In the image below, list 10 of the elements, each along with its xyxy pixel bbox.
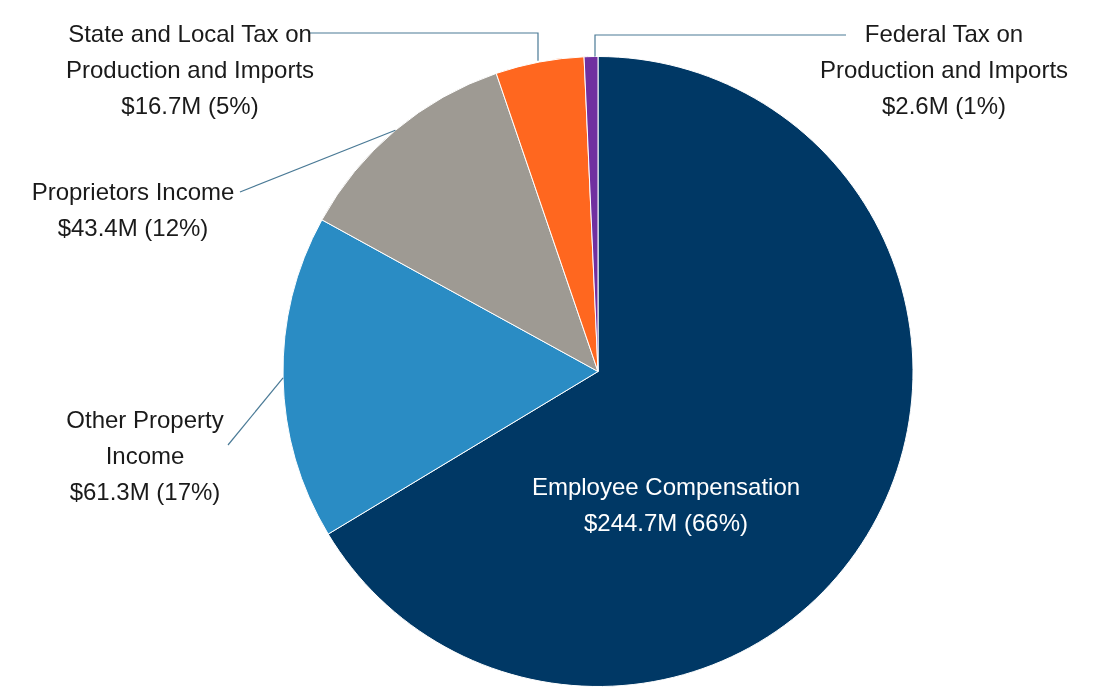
data-label: $16.7M (5%): [121, 91, 259, 119]
slice-label: State and Local Tax on Production and Imports: [65, 19, 315, 83]
slice-label: Federal Tax on Production and Imports: [819, 19, 1069, 83]
data-label: $61.3M (17%): [69, 477, 221, 505]
slice-label: Proprietors Income: [31, 177, 235, 205]
data-label: $2.6M (1%): [881, 91, 1007, 119]
data-label: $244.7M (66%): [583, 508, 749, 536]
slice-label: Employee Compensation: [531, 472, 801, 500]
slice-label: Other Property Income: [66, 405, 224, 469]
data-label: $43.4M (12%): [57, 213, 209, 241]
